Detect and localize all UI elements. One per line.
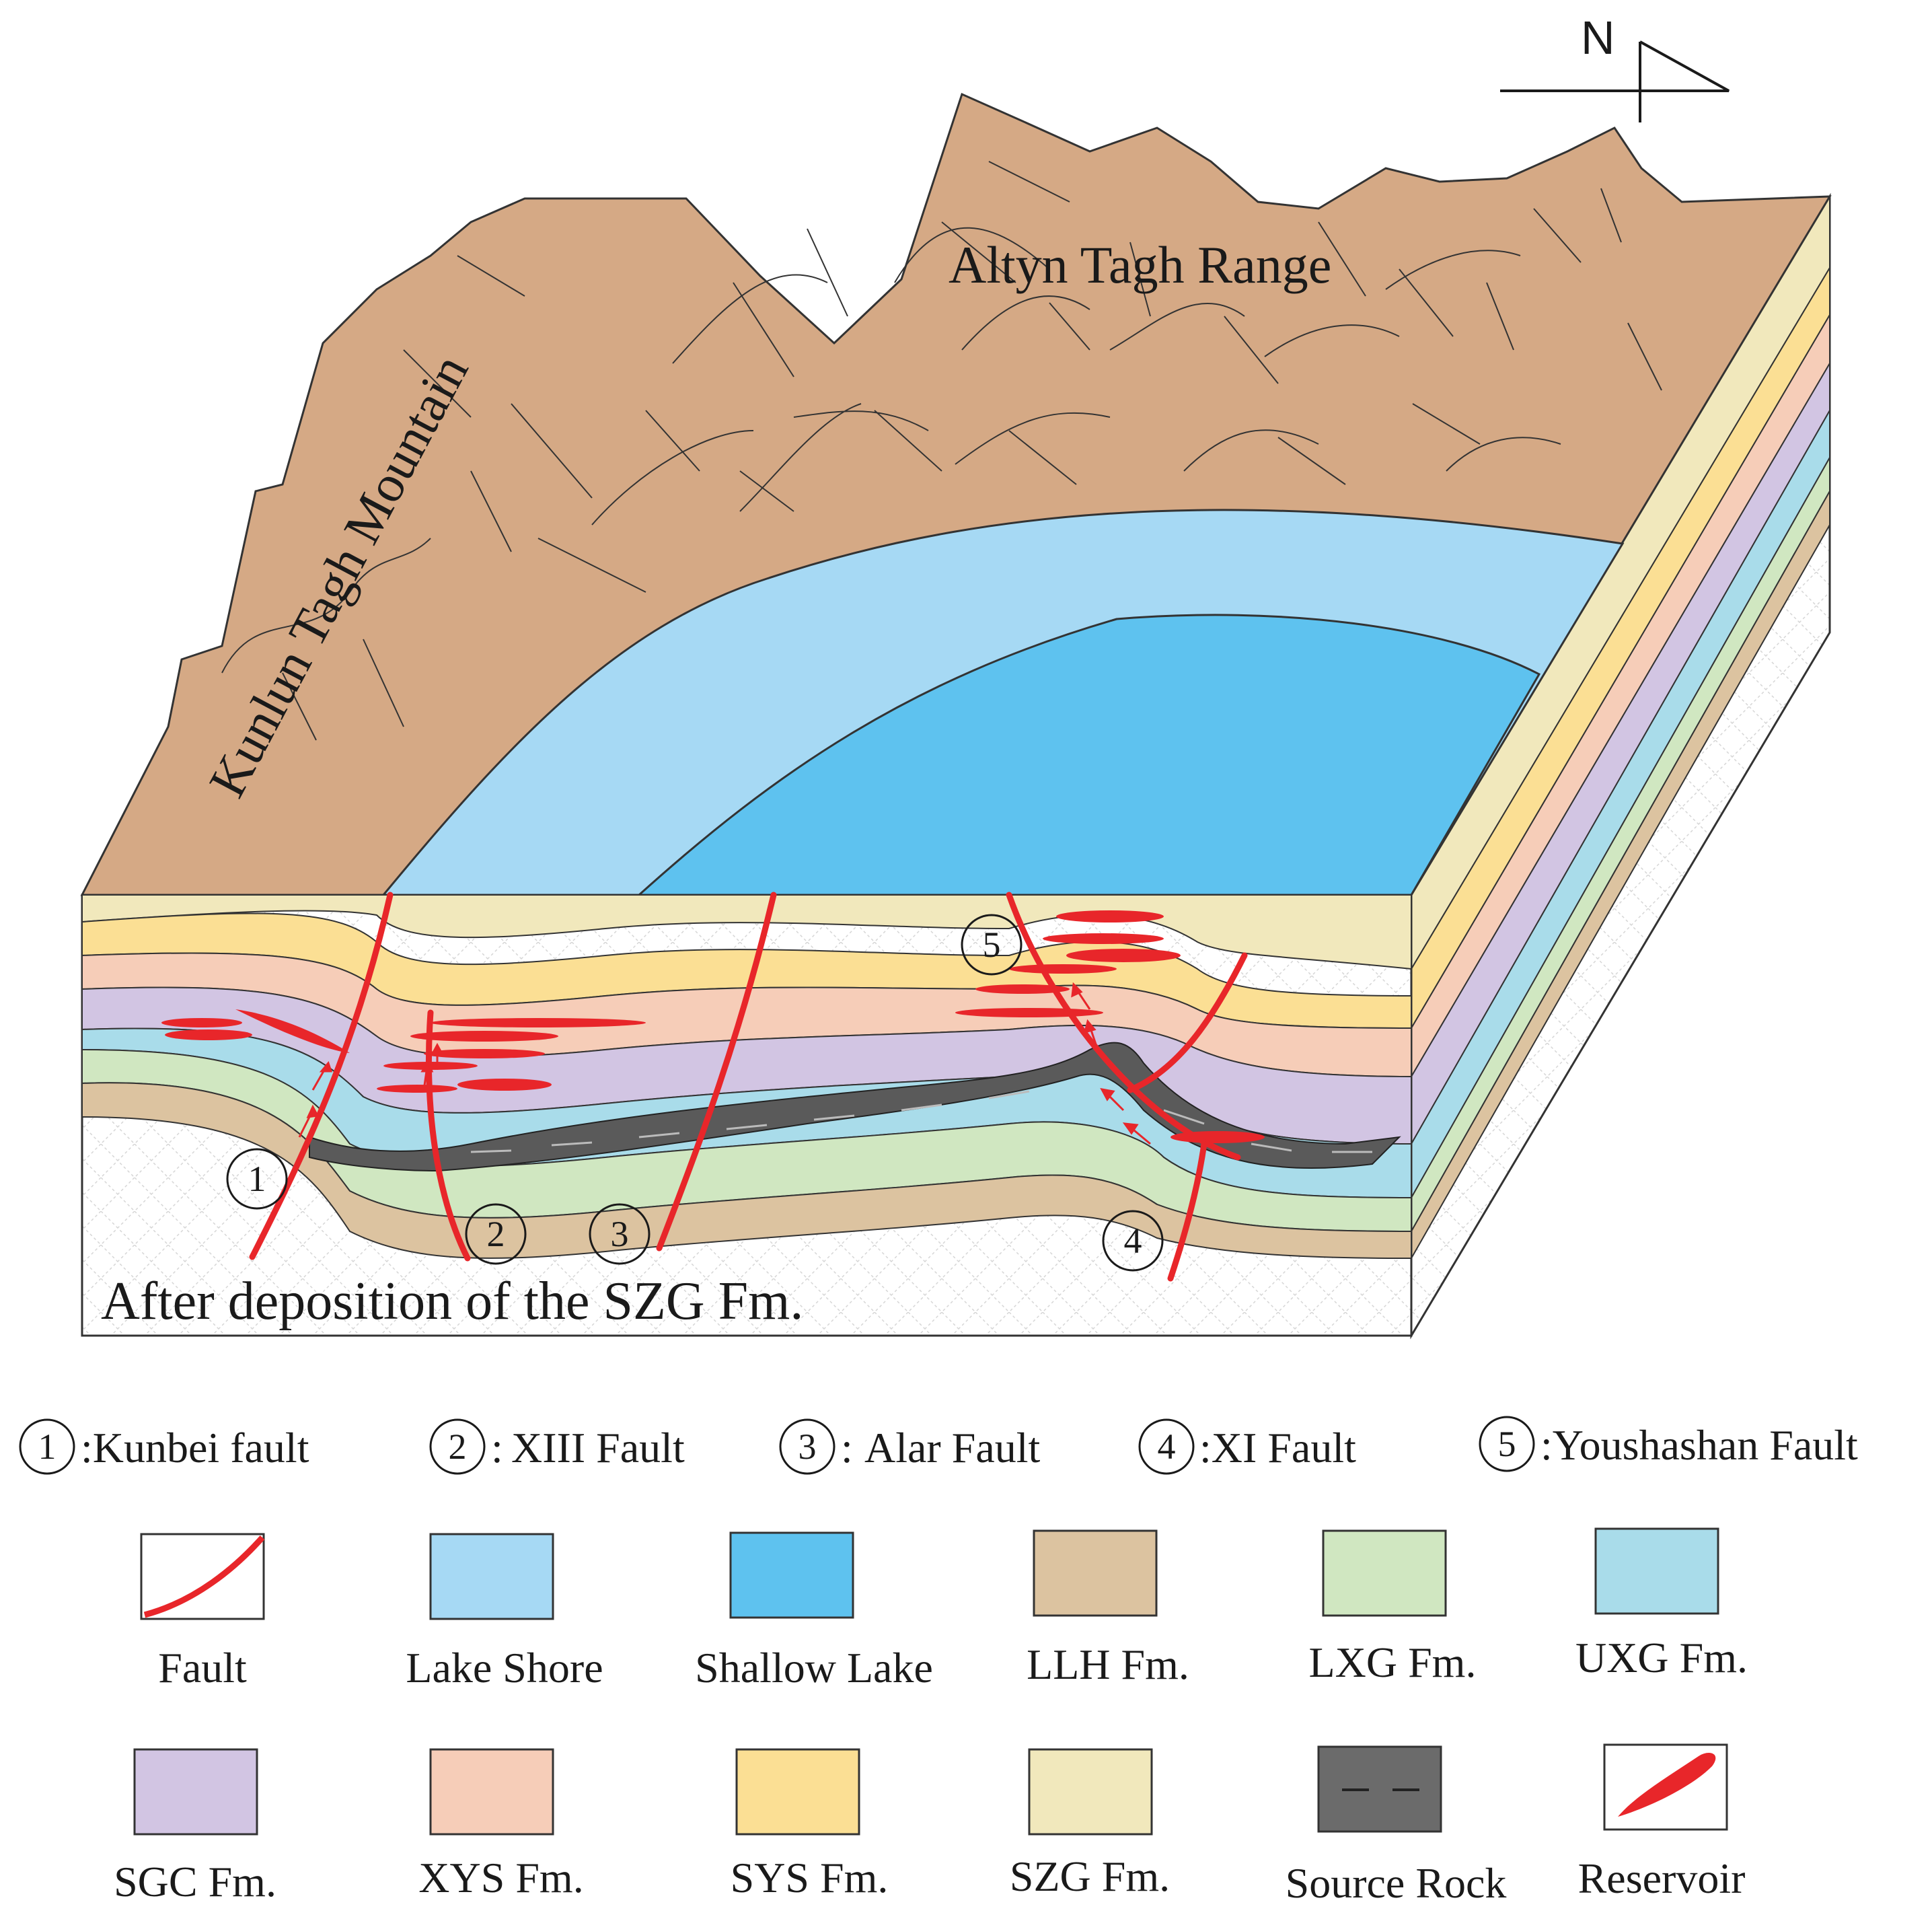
north-label: N bbox=[1581, 11, 1615, 64]
legend-item-shallow-lake: Shallow Lake bbox=[695, 1531, 933, 1692]
legend-item-sys: SYS Fm. bbox=[731, 1748, 889, 1902]
reservoir-body bbox=[431, 1018, 646, 1027]
reservoir-body bbox=[457, 1079, 552, 1091]
legend-swatch bbox=[133, 1748, 258, 1836]
legend-swatch bbox=[1322, 1529, 1447, 1617]
faults bbox=[249, 892, 1248, 1282]
legend-swatch bbox=[1317, 1745, 1442, 1833]
svg-text:UXG Fm.: UXG Fm. bbox=[1575, 1634, 1748, 1681]
legend-item-lxg: LXG Fm. bbox=[1309, 1529, 1477, 1686]
svg-text:Lake Shore: Lake Shore bbox=[406, 1644, 603, 1692]
legend-item-xys: XYS Fm. bbox=[418, 1748, 584, 1902]
altyn-tagh-label: Altyn Tagh Range bbox=[949, 236, 1331, 294]
reservoir-body bbox=[1009, 964, 1117, 974]
legend-swatch bbox=[729, 1531, 854, 1619]
fault-marker-4: 4 bbox=[1102, 1210, 1164, 1272]
svg-text:3: 3 bbox=[611, 1214, 629, 1254]
svg-text:Alar Fault: Alar Fault bbox=[864, 1424, 1041, 1472]
reservoir-body bbox=[975, 984, 1070, 994]
svg-text::Kunbei fault: :Kunbei fault bbox=[81, 1424, 309, 1472]
legend-swatch bbox=[429, 1748, 554, 1836]
legend-item-llh: LLH Fm. bbox=[1027, 1529, 1189, 1688]
legend-item-reservoir: Reservoir bbox=[1578, 1743, 1746, 1902]
svg-text:LXG Fm.: LXG Fm. bbox=[1309, 1638, 1477, 1686]
svg-text:5: 5 bbox=[983, 925, 1001, 965]
legend-item-sgc: SGC Fm. bbox=[114, 1748, 276, 1906]
lithology-legend: Fault Lake Shore Shallow Lake LLH Fm. LX… bbox=[114, 1527, 1748, 1907]
svg-text:4: 4 bbox=[1124, 1221, 1142, 1261]
reservoir-body bbox=[1043, 933, 1164, 944]
fault-marker-5: 5 bbox=[961, 914, 1023, 976]
legend-swatch bbox=[735, 1748, 860, 1836]
block-side-face bbox=[1410, 192, 1831, 1340]
reservoir-body bbox=[1066, 949, 1181, 962]
reservoir-body bbox=[955, 1008, 1103, 1017]
fault-line bbox=[426, 1009, 471, 1262]
legend-swatch bbox=[1028, 1748, 1153, 1836]
reservoir-body bbox=[165, 1029, 252, 1040]
svg-text:2: 2 bbox=[449, 1426, 467, 1467]
reservoirs bbox=[161, 910, 1265, 1143]
svg-text:1: 1 bbox=[38, 1426, 57, 1467]
fault-marker-1: 1 bbox=[226, 1148, 288, 1210]
legend-swatch bbox=[1033, 1529, 1158, 1617]
svg-text:XYS Fm.: XYS Fm. bbox=[418, 1854, 583, 1902]
svg-text:LLH Fm.: LLH Fm. bbox=[1027, 1640, 1189, 1688]
legend-item-uxg: UXG Fm. bbox=[1575, 1527, 1748, 1681]
svg-text::: : bbox=[841, 1424, 853, 1472]
fault-line bbox=[249, 892, 394, 1260]
fault-legend-item: 3 : Alar Fault bbox=[779, 1418, 1041, 1475]
legend-swatch bbox=[429, 1533, 554, 1620]
svg-text:Reservoir: Reservoir bbox=[1578, 1854, 1746, 1902]
north-arrow: N bbox=[1500, 11, 1730, 122]
lake bbox=[381, 509, 1625, 896]
legend-item-fault: Fault bbox=[140, 1533, 265, 1692]
svg-text:SGC Fm.: SGC Fm. bbox=[114, 1858, 276, 1906]
legend-item-szg: SZG Fm. bbox=[1010, 1748, 1170, 1900]
svg-text:Fault: Fault bbox=[158, 1644, 247, 1692]
reservoir-body bbox=[424, 1049, 545, 1058]
fault-legend-item: 5 :Youshashan Fault bbox=[1479, 1416, 1858, 1472]
fault-legend-item: 1 :Kunbei fault bbox=[19, 1418, 309, 1475]
reservoir-body bbox=[1056, 910, 1164, 922]
svg-text:SYS Fm.: SYS Fm. bbox=[731, 1854, 889, 1902]
migration-arrows bbox=[298, 982, 1151, 1145]
fault-legend-row: 1 :Kunbei fault 2 : XIII Fault 3 : Alar … bbox=[19, 1416, 1858, 1475]
svg-text:Shallow Lake: Shallow Lake bbox=[695, 1644, 933, 1692]
reservoir-body bbox=[161, 1018, 242, 1027]
svg-text:1: 1 bbox=[248, 1159, 266, 1199]
fault-line bbox=[1127, 952, 1248, 1093]
reservoir-body bbox=[377, 1085, 457, 1093]
legend-swatch bbox=[1594, 1527, 1719, 1615]
fault-line bbox=[1167, 1140, 1208, 1282]
svg-text:2: 2 bbox=[487, 1214, 505, 1254]
svg-text:Source Rock: Source Rock bbox=[1286, 1859, 1507, 1907]
svg-text::Youshashan Fault: :Youshashan Fault bbox=[1540, 1421, 1858, 1469]
fault-legend-item: 2 : XIII Fault bbox=[429, 1418, 685, 1475]
legend-item-source-rock: Source Rock bbox=[1286, 1745, 1507, 1907]
svg-text:4: 4 bbox=[1158, 1426, 1176, 1467]
svg-text:SZG Fm.: SZG Fm. bbox=[1010, 1852, 1170, 1900]
svg-text:5: 5 bbox=[1498, 1424, 1516, 1464]
caption: After deposition of the SZG Fm. bbox=[101, 1272, 803, 1331]
fault-line bbox=[656, 892, 777, 1252]
reservoir-body bbox=[410, 1031, 558, 1042]
svg-text::XI Fault: :XI Fault bbox=[1199, 1424, 1356, 1472]
block-front-face bbox=[81, 894, 1413, 1337]
fault-legend-item: 4 :XI Fault bbox=[1138, 1418, 1356, 1475]
svg-text::: : bbox=[491, 1424, 503, 1472]
svg-text:3: 3 bbox=[798, 1426, 817, 1467]
fault-line bbox=[1006, 892, 1241, 1161]
fault-number-markers: 1 2 3 4 5 bbox=[226, 914, 1164, 1272]
fault-marker-3: 3 bbox=[589, 1203, 651, 1265]
legend-item-lake-shore: Lake Shore bbox=[406, 1533, 603, 1692]
svg-text:XIII Fault: XIII Fault bbox=[511, 1424, 685, 1472]
fault-marker-2: 2 bbox=[465, 1203, 527, 1265]
